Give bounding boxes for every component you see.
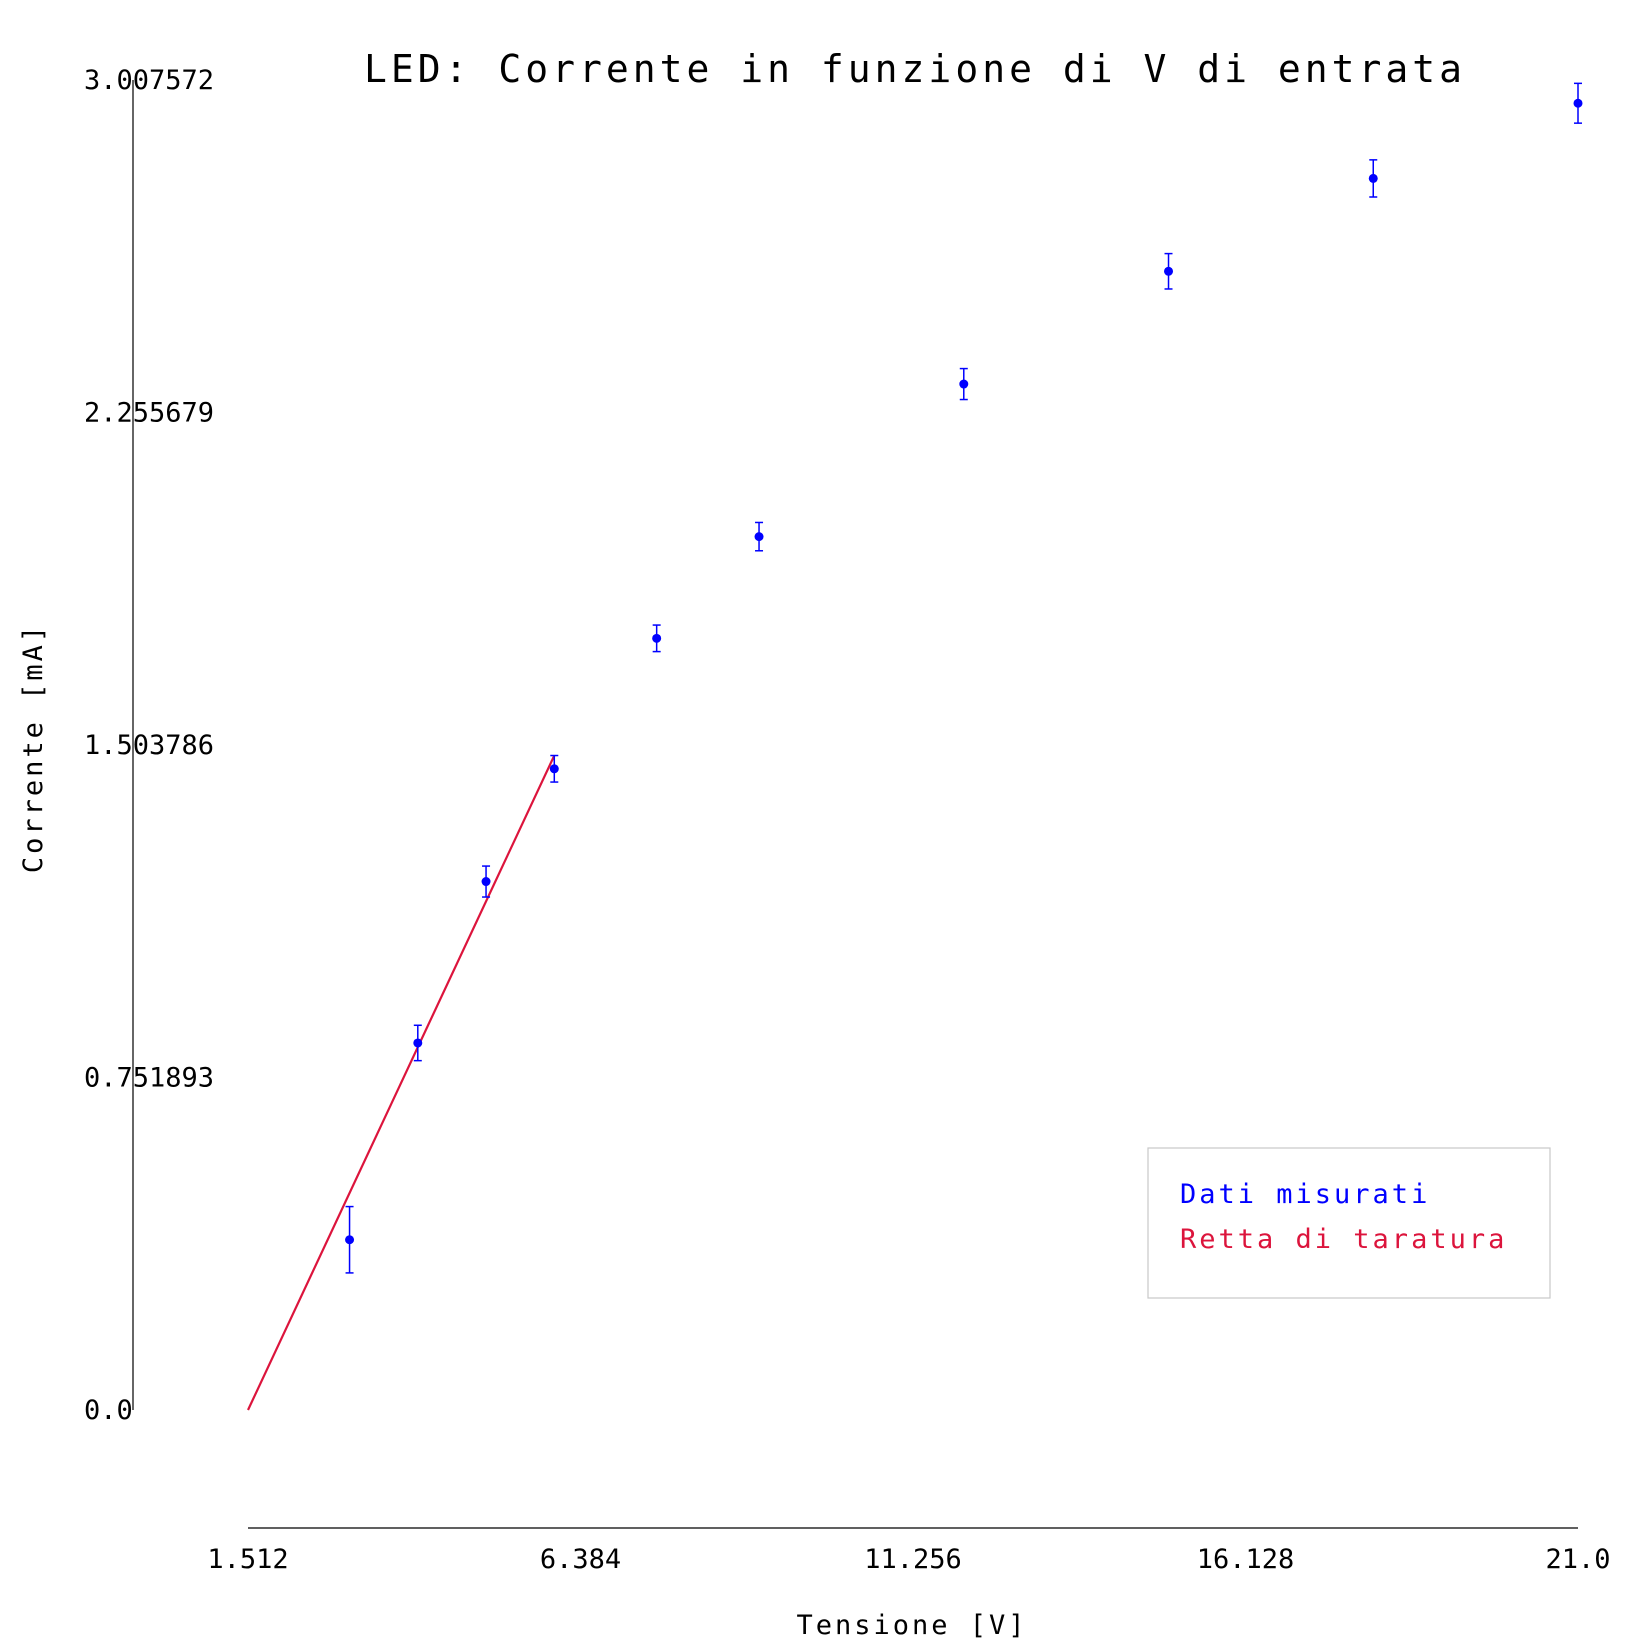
data-point-group (413, 1024, 423, 1062)
data-point (959, 379, 969, 389)
x-axis-label: Tensione [V] (796, 1610, 1027, 1641)
y-tick-label: 3.007572 (84, 65, 214, 96)
data-point (1164, 266, 1174, 276)
data-point (754, 532, 764, 542)
data-point (413, 1038, 423, 1048)
legend-box (1147, 1147, 1551, 1299)
x-tick-label: 1.512 (207, 1544, 288, 1575)
data-point-group (1164, 252, 1174, 290)
data-point-group (1573, 82, 1583, 124)
chart-title: LED: Corrente in funzione di V di entrat… (364, 47, 1466, 91)
legend-entry-retta-di-taratura: Retta di taratura (1180, 1224, 1507, 1255)
y-tick-label: 2.255679 (84, 398, 214, 429)
data-point (481, 877, 491, 887)
data-point-group (549, 754, 559, 783)
data-point-group (1368, 159, 1378, 198)
data-point-group (754, 521, 764, 552)
y-tick-labels: 0.0 0.751893 1.503786 2.255679 3.007572 (84, 65, 214, 1426)
data-point-group (652, 624, 662, 653)
x-tick-label: 11.256 (864, 1544, 962, 1575)
legend: Dati misurati Retta di taratura (1147, 1147, 1551, 1299)
data-point (345, 1235, 355, 1245)
x-tick-label: 21.0 (1545, 1544, 1610, 1575)
data-point-group (959, 367, 969, 401)
data-point (1368, 173, 1378, 183)
data-point (652, 633, 662, 643)
y-tick-label: 0.0 (84, 1395, 133, 1426)
data-point-group (345, 1205, 355, 1274)
series-line-retta-di-taratura (247, 755, 556, 1411)
x-tick-label: 6.384 (540, 1544, 621, 1575)
legend-entry-dati-misurati: Dati misurati (1180, 1179, 1430, 1210)
x-tick-label: 16.128 (1197, 1544, 1295, 1575)
data-point (549, 764, 559, 774)
y-tick-label: 0.751893 (84, 1063, 214, 1094)
data-point-group (481, 865, 491, 898)
plot-area (247, 82, 1583, 1411)
data-point (1573, 98, 1583, 108)
y-axis-label: Corrente [mA] (18, 623, 49, 873)
y-tick-label: 1.503786 (84, 730, 214, 761)
x-tick-labels: 1.512 6.384 11.256 16.128 21.0 (207, 1544, 1610, 1575)
